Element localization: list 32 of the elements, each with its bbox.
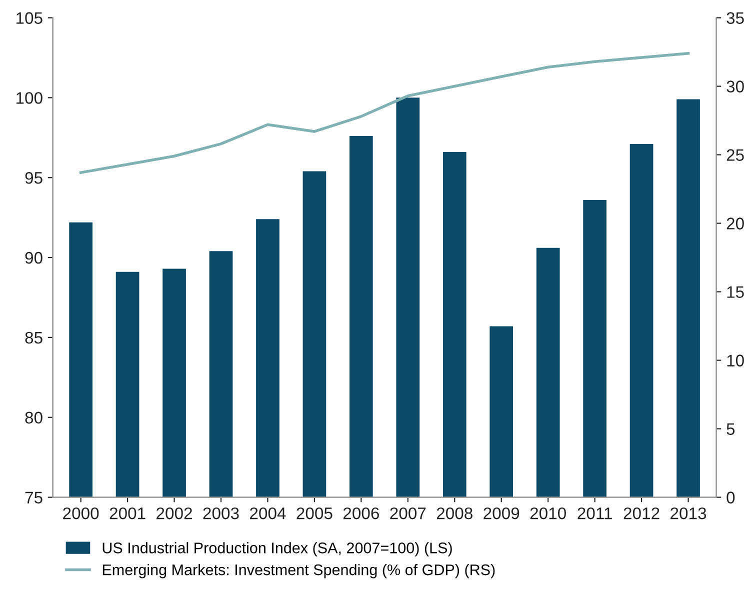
x-tick-label: 2006: [343, 507, 379, 520]
y2-tick-label: 15: [727, 286, 744, 298]
x-tick-label: 2002: [156, 507, 192, 520]
x-tick-label: 2003: [203, 507, 239, 520]
x-tick-label: 2001: [110, 507, 146, 520]
y2-tick-label: 20: [726, 218, 744, 230]
y-tick-label: 75: [25, 492, 42, 504]
x-tick-label: 2011: [578, 507, 612, 520]
x-tick-label: 2012: [624, 507, 660, 520]
x-tick-label: 2004: [250, 507, 286, 520]
y2-tick-label: 10: [727, 354, 744, 366]
y2-tick-label: 5: [726, 423, 735, 435]
legend-label: US Industrial Production Index (SA, 2007=100) (LS): [102, 542, 452, 556]
y-tick-label: 85: [25, 332, 42, 344]
y-tick-label: 100: [16, 92, 42, 104]
y2-tick-label: 35: [726, 12, 744, 24]
y-tick-label: 105: [16, 12, 42, 24]
y2-tick-label: 0: [726, 492, 735, 504]
y-tick-label: 95: [25, 172, 42, 184]
y2-tick-label: 25: [726, 149, 744, 161]
y-tick-label: 90: [25, 252, 42, 264]
legend-label: Emerging Markets: Investment Spending (% of GDP) (RS): [102, 564, 495, 578]
line-series: [79, 52, 690, 174]
y2-tick-label: 30: [726, 80, 744, 92]
x-tick-label: 2010: [530, 507, 566, 520]
x-tick-label: 2008: [436, 507, 472, 520]
x-tick-label: 2013: [670, 507, 706, 520]
x-tick-label: 2009: [484, 507, 520, 520]
x-tick-label: 2005: [296, 507, 332, 520]
x-tick-label: 2007: [390, 507, 426, 520]
x-tick-label: 2000: [63, 507, 99, 520]
y-tick-label: 80: [25, 412, 42, 424]
